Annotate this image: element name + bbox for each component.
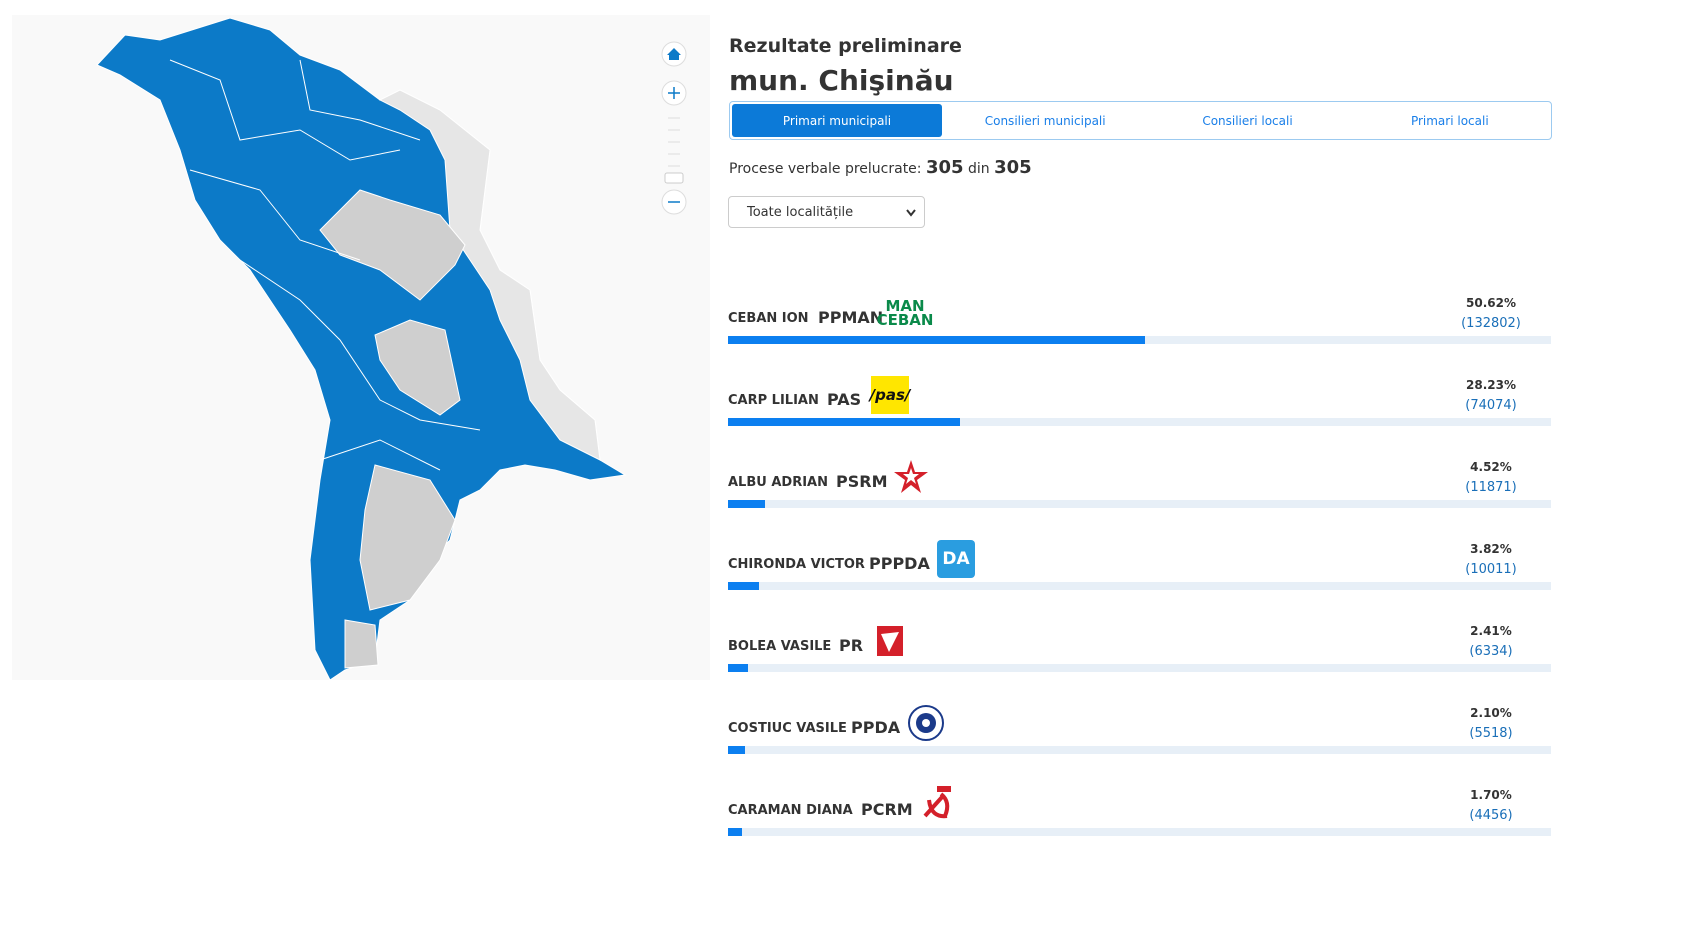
bar-track: [728, 582, 1551, 590]
candidate-name: ALBU ADRIAN: [728, 475, 828, 490]
bar-track: [728, 664, 1551, 672]
bar: [728, 828, 742, 836]
party-logo: DA: [937, 540, 975, 578]
tab[interactable]: Consilieri locali: [1202, 113, 1293, 128]
processed: Procese verbale prelucrate: 305 din 305: [729, 157, 1032, 178]
result-row: CARAMAN DIANA PCRM 1.70% (4456): [728, 786, 1551, 854]
party-name: PR: [839, 636, 864, 655]
result-row: COSTIUC VASILE PPDA 2.10% (5518): [728, 705, 1551, 772]
result-row: CHIRONDA VICTOR PPPDA DA 3.82% (10011): [728, 540, 1551, 608]
percent-label: 2.10%: [1470, 706, 1512, 720]
candidate-name: CARP LILIAN: [728, 393, 819, 408]
logo-text: CEBAN: [876, 311, 934, 329]
bar: [728, 746, 746, 754]
party-name: PPDA: [851, 718, 901, 737]
bar: [728, 418, 961, 426]
tab[interactable]: Primari municipali: [732, 104, 942, 137]
result-row: CARP LILIAN PAS/pas/28.23% (74074): [728, 376, 1551, 444]
percent-label: 2.41%: [1470, 624, 1512, 638]
candidate-name: CARAMAN DIANA: [728, 803, 853, 818]
bar-track: [728, 336, 1551, 344]
candidate-name: COSTIUC VASILE: [728, 721, 847, 736]
bar-track: [728, 828, 1551, 836]
votes-label: (11871): [1465, 480, 1517, 495]
votes-label: (132802): [1461, 316, 1521, 331]
select-arrow: [906, 209, 916, 217]
logo-text: MAN: [885, 297, 925, 315]
votes-label: (5518): [1469, 726, 1513, 741]
map-controls[interactable]: [661, 41, 687, 215]
logo-text: DA: [942, 549, 970, 569]
party-name: PPMAN: [818, 308, 884, 327]
bar: [728, 664, 748, 672]
result-row: CEBAN ION PPMAN MAN CEBAN 50.62% (132802): [728, 294, 1551, 362]
percent-label: 3.82%: [1470, 542, 1512, 556]
percent-label: 50.62%: [1466, 296, 1516, 310]
candidate-name: CHIRONDA VICTOR: [728, 557, 865, 572]
party-logo: [871, 622, 909, 660]
party-name: PSRM: [836, 472, 888, 491]
bar: [728, 500, 766, 508]
party-logo: /pas/: [869, 376, 911, 414]
bar-track: [728, 418, 1551, 426]
tab[interactable]: Consilieri municipali: [984, 113, 1106, 128]
processed-connector: din: [968, 161, 990, 177]
subtitle: mun. Chişinău: [729, 64, 954, 97]
party-name: PCRM: [861, 800, 913, 819]
party-logo: [907, 704, 945, 742]
votes-label: (6334): [1469, 644, 1513, 659]
logo-text: /pas/: [869, 386, 911, 404]
votes-label: (74074): [1465, 398, 1517, 413]
tab[interactable]: Primari locali: [1410, 113, 1489, 128]
locality-select[interactable]: Toate localitățile: [728, 196, 925, 228]
title: Rezultate preliminare: [729, 35, 962, 57]
votes-label: (10011): [1465, 562, 1517, 577]
party-name: PPPDA: [869, 554, 930, 573]
bar: [728, 582, 760, 590]
party-name: PAS: [827, 390, 862, 409]
select-value: Toate localitățile: [747, 204, 854, 220]
candidate-name: CEBAN ION: [728, 311, 809, 326]
bar: [728, 336, 1145, 344]
bar-track: [728, 746, 1551, 754]
party-logo: [917, 786, 955, 824]
map-panel: [12, 15, 710, 681]
tabs: Primari municipali Consilieri municipali C…: [729, 101, 1552, 140]
bar-track: [728, 500, 1551, 508]
party-logo: [892, 458, 930, 496]
processed-done: 305: [925, 157, 964, 178]
party-logo: MAN CEBAN: [877, 294, 933, 332]
votes-label: (4456): [1469, 808, 1513, 823]
result-row: ALBU ADRIAN PSRM 4.52% (11871): [728, 460, 1551, 526]
candidate-name: BOLEA VASILE: [728, 639, 832, 654]
result-row: BOLEA VASILE PR 2.41% (6334): [728, 624, 1551, 690]
processed-label: Procese verbale prelucrate:: [729, 161, 922, 177]
processed-total: 305: [994, 157, 1032, 178]
percent-label: 1.70%: [1470, 788, 1512, 802]
percent-label: 4.52%: [1470, 460, 1512, 474]
percent-label: 28.23%: [1466, 378, 1516, 392]
